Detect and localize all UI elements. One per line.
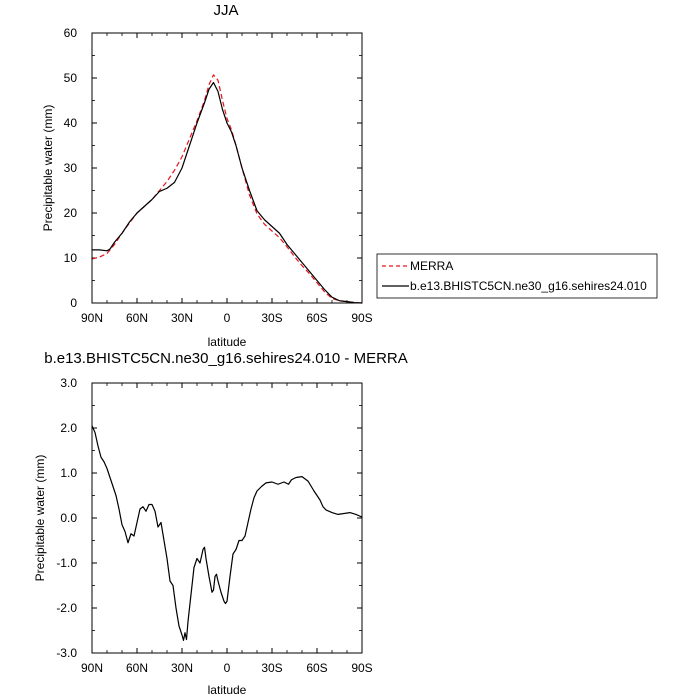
bottom-y-tick-label: -3.0 (56, 646, 77, 660)
bottom-x-tick-label: 90N (81, 661, 103, 675)
legend-model-label: b.e13.BHISTC5CN.ne30_g16.sehires24.010 (410, 279, 647, 293)
top-x-tick-label: 30S (261, 311, 282, 325)
bottom-y-tick-label: -1.0 (56, 556, 77, 570)
bottom-panel-title: b.e13.BHISTC5CN.ne30_g16.sehires24.010 -… (44, 350, 408, 367)
top-y-tick-label: 50 (64, 71, 78, 85)
top-y-tick-label: 0 (70, 296, 77, 310)
bottom-y-tick-label: 2.0 (60, 421, 77, 435)
legend-frame (376, 253, 658, 299)
top-y-tick-label: 10 (64, 251, 78, 265)
bottom-x-tick-label: 30N (171, 661, 193, 675)
top-x-tick-label: 90S (351, 311, 372, 325)
bottom-x-axis-label: latitude (208, 683, 247, 697)
top-x-tick-label: 90N (81, 311, 103, 325)
legend-merra-label: MERRA (410, 259, 453, 273)
top-series-line-b-e13-bhistc5cn-ne30-g16-sehires24-010 (92, 81, 363, 304)
top-y-axis-label: Precipitable water (mm) (41, 105, 55, 232)
bottom-y-tick-label: -2.0 (56, 601, 77, 615)
top-panel-marks: 90N 60N 30N 0 30S 60S 90S 0 10 20 30 40 50 60 (64, 26, 373, 325)
top-x-axis-label: latitude (208, 335, 247, 349)
top-x-tick-label: 60S (306, 311, 327, 325)
top-series-line-merra (91, 74, 363, 304)
bottom-panel: b.e13.BHISTC5CN.ne30_g16.sehires24.010 -… (33, 350, 408, 697)
bottom-plot-frame (91, 382, 363, 654)
top-panel-title: JJA (213, 2, 238, 19)
top-x-tick-label: 60N (126, 311, 148, 325)
top-y-tick-label: 40 (64, 116, 78, 130)
bottom-x-tick-label: 60N (126, 661, 148, 675)
bottom-y-tick-label: 3.0 (60, 376, 77, 390)
bottom-y-tick-label: 1.0 (60, 466, 77, 480)
bottom-x-tick-label: 30S (261, 661, 282, 675)
top-plot-frame (91, 32, 363, 304)
top-panel: JJA 90N 60N 30N 0 30S 60S 90S 0 10 20 30 40 50 60 Pre… (41, 2, 373, 349)
top-x-tick-label: 30N (171, 311, 193, 325)
bottom-x-tick-label: 60S (306, 661, 327, 675)
bottom-x-tick-label: 0 (224, 661, 231, 675)
bottom-y-axis-label: Precipitable water (mm) (33, 455, 47, 582)
top-y-tick-label: 60 (64, 26, 78, 40)
bottom-panel-marks: 90N 60N 30N 0 30S 60S 90S -3.0 -2.0 -1.0 0.0 1.0 2.0… (56, 376, 372, 675)
bottom-y-tick-label: 0.0 (60, 511, 77, 525)
bottom-series-line-difference (91, 425, 363, 641)
top-y-tick-label: 30 (64, 161, 78, 175)
legend: MERRA b.e13.BHISTC5CN.ne30_g16.sehires24… (376, 253, 658, 299)
bottom-x-tick-label: 90S (351, 661, 372, 675)
top-x-tick-label: 0 (224, 311, 231, 325)
top-y-tick-label: 20 (64, 206, 78, 220)
